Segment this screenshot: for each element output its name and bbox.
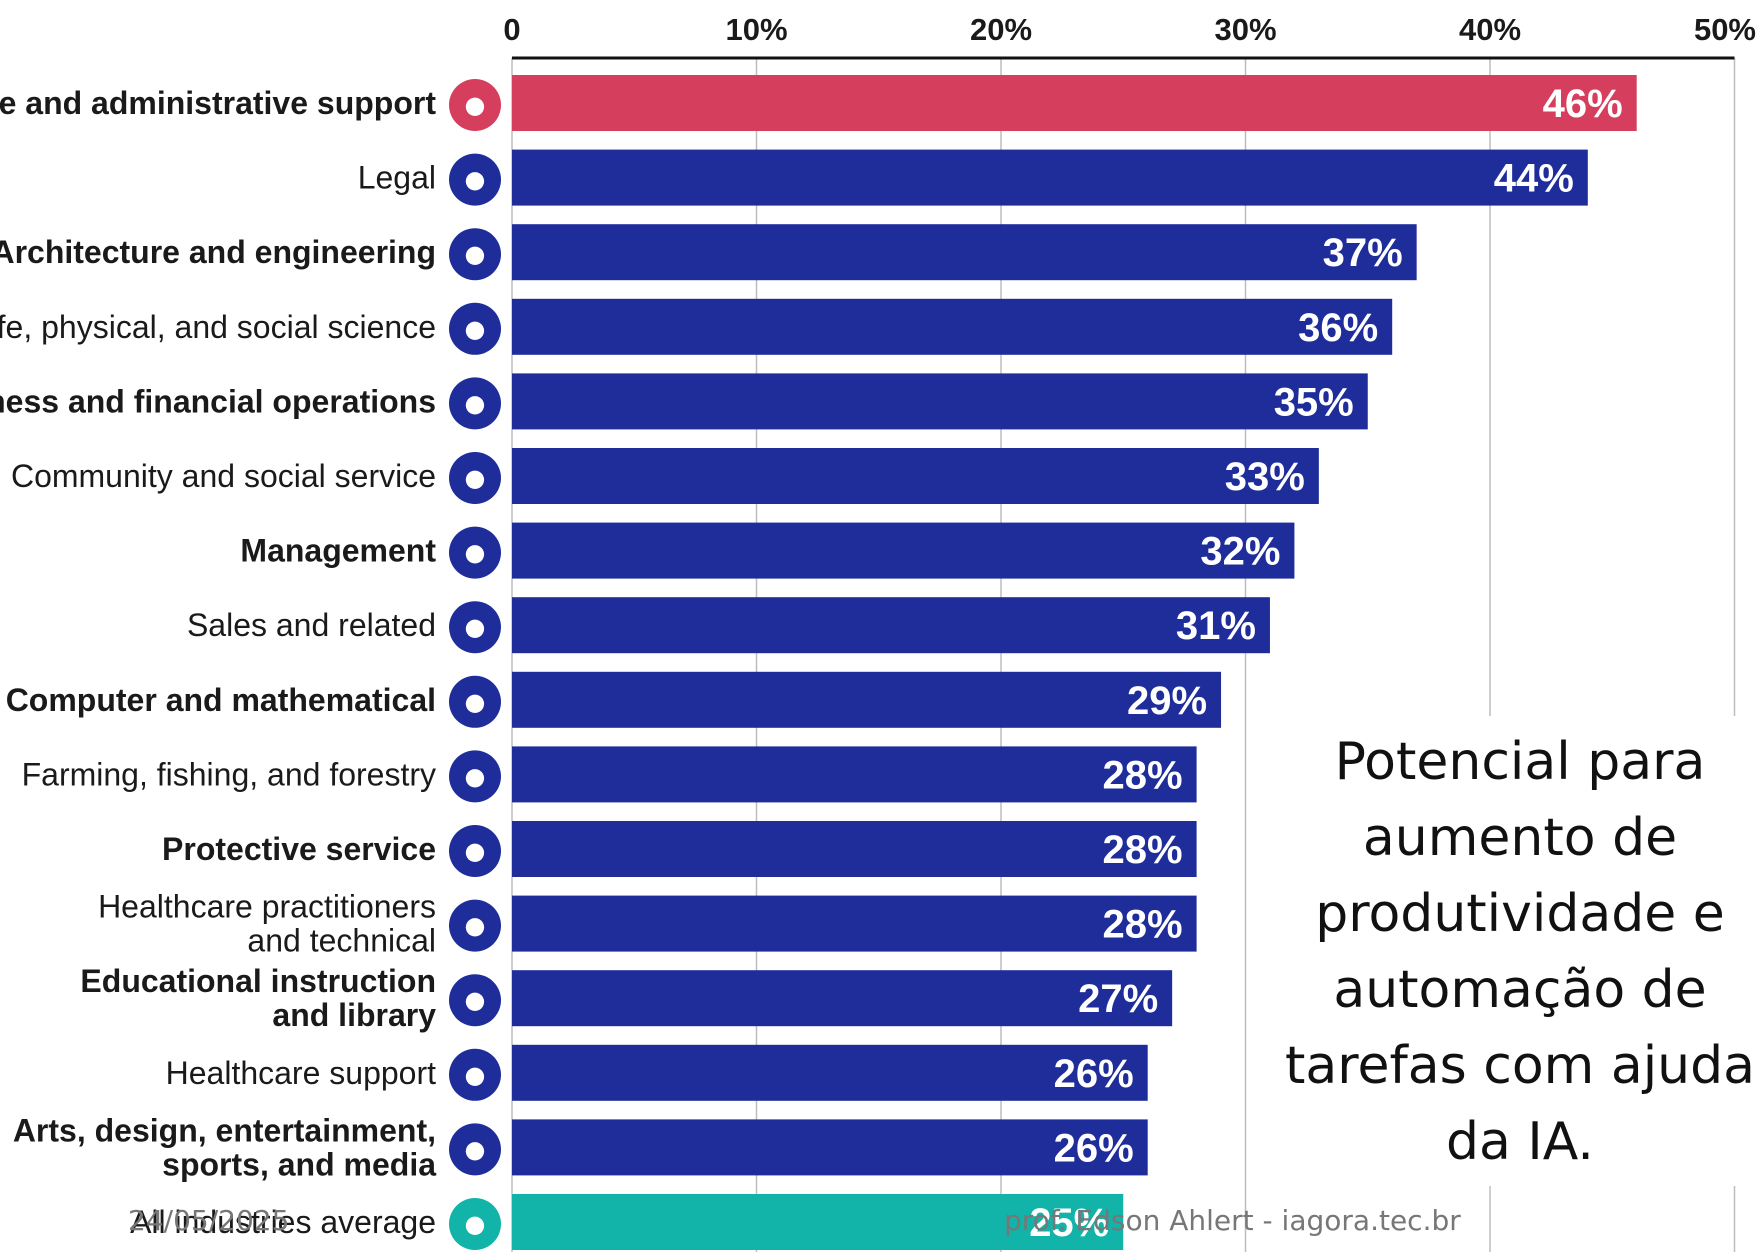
x-tick-label: 40% <box>1459 12 1521 47</box>
document-icon <box>449 526 501 579</box>
bar <box>512 895 1197 952</box>
gavel-icon-glyph: ● <box>465 166 486 194</box>
data-label: 37% <box>1323 231 1403 275</box>
graduation-cap-icon-glyph: ● <box>465 986 486 1014</box>
lock-icon-glyph: ● <box>465 837 486 865</box>
category-label: Educational instruction and library <box>80 963 436 1033</box>
handshake-icon-glyph: ● <box>465 389 486 417</box>
bar <box>512 522 1295 579</box>
document-icon-glyph: ● <box>465 539 486 567</box>
x-tick-label: 20% <box>970 12 1032 47</box>
gear-icon <box>449 675 501 728</box>
lock-icon <box>449 825 501 877</box>
bar <box>512 746 1197 803</box>
bar-chart-icon <box>449 601 501 654</box>
chart-caption: Potencial para aumento de produtividade … <box>1284 732 1755 1172</box>
category-label: Arts, design, entertainment, sports, and … <box>13 1112 436 1182</box>
x-tick-label: 50% <box>1694 12 1756 47</box>
data-label: 29% <box>1127 679 1207 723</box>
x-tick-label: 0 <box>503 12 520 47</box>
tree-icon <box>449 750 501 803</box>
data-label: 28% <box>1103 828 1183 872</box>
footer-credit: prof. Edson Ahlert - iagora.tec.br <box>1004 1204 1461 1237</box>
people-icon <box>449 302 501 355</box>
category-label: Healthcare practitioners and technical <box>98 889 436 959</box>
gamepad-icon <box>449 1123 501 1176</box>
heart-pulse-icon <box>449 1048 501 1101</box>
bar <box>512 1119 1148 1176</box>
x-tick-label: 10% <box>725 12 787 47</box>
handshake-icon <box>449 377 501 430</box>
x-tick-label: 30% <box>1214 12 1276 47</box>
footer-date: 24/05/2025 <box>128 1204 290 1237</box>
bar <box>512 821 1197 877</box>
tree-icon-glyph: ● <box>465 762 486 790</box>
bar <box>512 448 1319 504</box>
bar <box>512 75 1637 131</box>
data-label: 28% <box>1103 753 1183 797</box>
building-icon <box>449 228 501 281</box>
gavel-icon <box>449 153 501 206</box>
data-label: 33% <box>1225 455 1305 499</box>
data-label: 26% <box>1054 1126 1134 1170</box>
people-icon-glyph: ● <box>465 315 486 343</box>
data-label: 27% <box>1078 977 1158 1021</box>
bar <box>512 149 1588 206</box>
stethoscope-icon-glyph: ● <box>465 912 486 940</box>
category-label: Architecture and engineering <box>0 234 436 270</box>
category-label: Management <box>240 533 436 569</box>
category-label: Community and social service <box>11 458 436 494</box>
data-label: 36% <box>1298 306 1378 350</box>
gear-icon-glyph: ● <box>465 688 486 716</box>
person-icon <box>449 452 501 504</box>
gamepad-icon-glyph: ● <box>465 1135 486 1163</box>
factory-icon-glyph: ● <box>465 1210 486 1238</box>
office-icon-glyph: ● <box>465 91 486 119</box>
category-label: Farming, fishing, and forestry <box>22 756 436 792</box>
heart-pulse-icon-glyph: ● <box>465 1061 486 1089</box>
data-label: 31% <box>1176 604 1256 648</box>
data-label: 46% <box>1543 82 1623 126</box>
data-label: 25% <box>1029 1201 1109 1245</box>
data-label: 35% <box>1274 380 1354 424</box>
stethoscope-icon <box>449 899 501 952</box>
bar <box>512 970 1173 1027</box>
bar <box>512 1044 1148 1101</box>
bar <box>512 298 1393 355</box>
category-label: Life, physical, and social science <box>0 309 436 345</box>
category-label: Protective service <box>162 831 436 867</box>
data-label: 28% <box>1103 903 1183 947</box>
building-icon-glyph: ● <box>465 240 486 268</box>
data-label: 26% <box>1054 1052 1134 1096</box>
category-label: Business and financial operations <box>0 383 436 419</box>
bar <box>512 597 1270 654</box>
category-label: Legal <box>358 160 436 196</box>
person-icon-glyph: ● <box>465 464 486 492</box>
graduation-cap-icon <box>449 974 501 1027</box>
bar <box>512 671 1222 728</box>
category-label: Computer and mathematical <box>6 682 436 718</box>
category-label: Healthcare support <box>166 1055 436 1091</box>
bar <box>512 224 1417 281</box>
bar <box>512 1194 1124 1250</box>
bar <box>512 373 1368 430</box>
category-label: Sales and related <box>187 607 436 643</box>
caption-backdrop <box>1268 716 1760 1186</box>
factory-icon <box>449 1198 501 1250</box>
data-label: 44% <box>1494 157 1574 201</box>
bar-chart-icon-glyph: ● <box>465 613 486 641</box>
category-label: Office and administrative support <box>0 85 436 121</box>
data-label: 32% <box>1200 530 1280 574</box>
category-label: All industries average <box>130 1204 436 1240</box>
office-icon <box>449 79 501 131</box>
